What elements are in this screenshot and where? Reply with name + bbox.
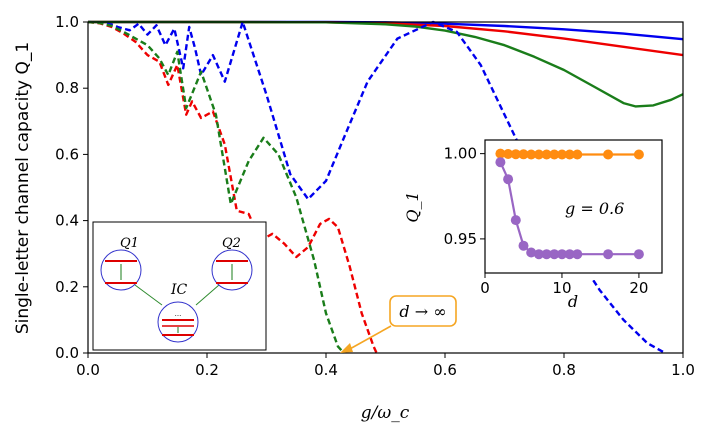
inset-point-purple xyxy=(510,215,521,226)
inset-point-orange xyxy=(503,149,514,159)
inset-point-purple xyxy=(503,174,514,185)
inset-point-orange xyxy=(533,149,544,160)
inset-point-orange xyxy=(572,149,583,160)
inset-x-tick-label: 0 xyxy=(480,279,490,297)
inset-point-purple xyxy=(495,157,506,168)
main-y-axis-label: Single-letter channel capacity Q_1 xyxy=(13,42,33,334)
inset-point-purple xyxy=(633,249,644,260)
main-series-green-solid xyxy=(88,20,684,108)
inset-point-orange xyxy=(557,149,567,160)
inset-axis-ticks: 0 10 20 0.95 1.00 xyxy=(444,145,649,297)
inset-point-orange xyxy=(603,149,614,160)
inset-point-purple xyxy=(518,240,529,251)
inset-point-orange xyxy=(526,149,537,160)
main-x-tick-label: 0.6 xyxy=(433,361,457,379)
main-x-tick-label: 0.8 xyxy=(552,361,576,379)
main-y-tick-label: 0.2 xyxy=(55,278,79,296)
q1-label: Q1 xyxy=(120,236,139,251)
inset-y-tick-label: 1.00 xyxy=(444,145,477,163)
annotation-label: d → ∞ xyxy=(399,302,446,321)
inset-point-orange xyxy=(495,148,506,159)
ic-label: IC xyxy=(170,282,188,298)
main-axis-ticks: 0.0 0.2 0.4 0.6 0.8 1.0 0.0 0.2 0.4 0.6 0.8 1.0 xyxy=(55,13,695,379)
inset-y-axis-label: Q_1 xyxy=(403,191,422,222)
ic-node xyxy=(157,301,199,343)
inset-point-purple xyxy=(549,249,560,260)
annotation-arrow-shaft xyxy=(347,325,392,351)
main-x-axis-label: g/ω_c xyxy=(361,403,410,423)
annotation-arrow-head xyxy=(340,343,353,353)
inset-x-axis-label: d xyxy=(568,292,578,311)
inset-point-purple xyxy=(572,249,583,260)
main-y-tick-label: 0.4 xyxy=(55,212,79,230)
inset-point-orange xyxy=(564,149,575,160)
main-series-green-dashed xyxy=(87,20,345,354)
inset-annotation: g = 0.6 xyxy=(565,199,624,218)
inset-point-purple xyxy=(557,249,567,260)
inset-x-tick-label: 10 xyxy=(552,279,571,297)
main-axes-frame xyxy=(87,21,684,354)
annotation-box xyxy=(389,295,457,327)
coupling-line-left xyxy=(134,284,163,306)
inset-point-orange xyxy=(633,149,644,160)
main-x-tick-label: 0.4 xyxy=(314,361,338,379)
coupling-line-right xyxy=(195,284,220,306)
main-x-tick-label: 0.2 xyxy=(195,361,219,379)
main-series-red-solid xyxy=(88,20,684,57)
inset-plot-lines xyxy=(495,148,644,260)
main-x-tick-label: 1.0 xyxy=(671,361,695,379)
ic-dots: ... xyxy=(175,310,182,318)
main-y-tick-label: 0.6 xyxy=(55,145,79,163)
q2-label: Q2 xyxy=(222,236,241,251)
inset-x-tick-label: 20 xyxy=(629,279,648,297)
inset-point-orange xyxy=(549,149,560,160)
inset-point-purple xyxy=(541,249,552,260)
inset-axes-frame xyxy=(484,139,663,274)
inset-chart: 0 10 20 0.95 1.00 g = 0.6 d Q_1 xyxy=(403,139,676,311)
inset-point-purple xyxy=(564,249,575,260)
inset-point-orange xyxy=(510,149,521,160)
main-y-tick-label: 0.0 xyxy=(55,344,79,362)
inset-point-orange xyxy=(518,149,529,160)
main-series-red-dashed xyxy=(87,20,378,354)
inset-y-tick-label: 0.95 xyxy=(444,230,477,248)
limit-annotation: d → ∞ xyxy=(340,295,457,353)
inset-point-orange xyxy=(541,149,552,160)
inset-point-purple xyxy=(533,249,544,260)
main-y-tick-label: 1.0 xyxy=(55,13,79,31)
main-x-tick-label: 0.0 xyxy=(76,361,100,379)
schematic-inset: Q1 Q2 IC ... xyxy=(92,221,267,351)
main-y-tick-label: 0.8 xyxy=(55,79,79,97)
inset-point-purple xyxy=(603,249,614,260)
inset-point-purple xyxy=(526,247,537,258)
